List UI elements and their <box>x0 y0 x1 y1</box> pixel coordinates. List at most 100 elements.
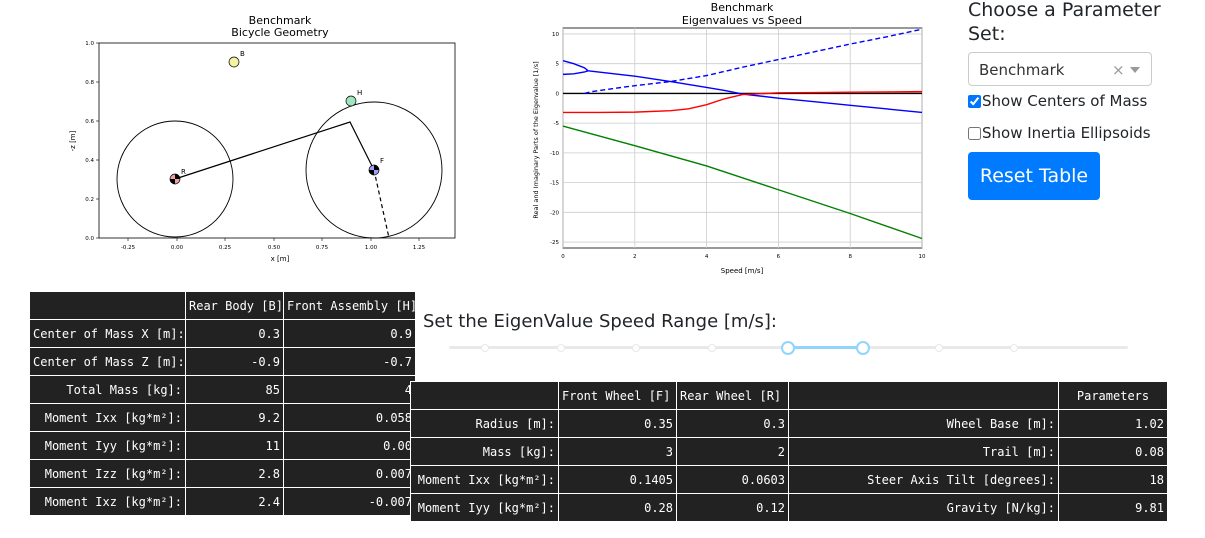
slider-mark[interactable] <box>481 344 489 352</box>
table-header-cell <box>410 381 559 410</box>
table-cell[interactable]: -0.007 <box>283 487 416 516</box>
eigen-xtick-labels: 0 2 4 6 8 10 <box>561 254 926 260</box>
table-row: Moment Ixx [kg*m²]: 9.2 0.058 <box>29 403 416 432</box>
slider-mark[interactable] <box>557 344 565 352</box>
eigen-xtick-label: 8 <box>848 254 852 260</box>
table-header-cell: Parameters <box>1058 381 1168 410</box>
table-cell[interactable]: 2.8 <box>185 459 284 488</box>
row-label: Moment Ixz [kg*m²]: <box>29 487 186 516</box>
table-cell[interactable]: -0.9 <box>185 347 284 376</box>
table-cell[interactable]: 0.007 <box>283 459 416 488</box>
table-cell[interactable]: 0.35 <box>558 409 677 438</box>
table-row: Center of Mass X [m]: 0.3 0.9 <box>29 319 416 348</box>
series-line-caster <box>562 125 923 240</box>
geometry-xtick-label: 0.25 <box>219 245 232 251</box>
table-cell[interactable]: 11 <box>185 431 284 460</box>
table-row: Gravity [N/kg]: 9.81 <box>788 493 1168 522</box>
geometry-xtick-label: 1.25 <box>413 245 426 251</box>
table-cell[interactable]: 0.9 <box>283 319 416 348</box>
speed-range-label: Set the EigenValue Speed Range [m/s]: <box>423 311 777 332</box>
parameter-set-select[interactable]: Benchmark × <box>968 52 1152 86</box>
geometry-xtick-label: 1.00 <box>365 245 378 251</box>
table-cell[interactable]: 0.3 <box>185 319 284 348</box>
geometry-ytick-label: 0.2 <box>85 197 94 203</box>
geometry-xtick-label: 0.00 <box>171 245 184 251</box>
table-cell[interactable]: 0.0603 <box>676 465 789 494</box>
row-label: Total Mass [kg]: <box>29 375 186 404</box>
table-row: Mass [kg]: 3 2 <box>410 437 789 466</box>
table-cell[interactable]: 9.2 <box>185 403 284 432</box>
table-header-row: Parameters <box>788 381 1168 410</box>
reset-table-button[interactable]: Reset Table <box>968 152 1100 200</box>
eigen-xtick-label: 6 <box>777 254 781 260</box>
front-assembly-label: H <box>357 89 362 97</box>
slider-mark[interactable] <box>1010 344 1018 352</box>
geometry-y-ticks: 0.0 0.2 0.4 0.6 0.8 1.0 <box>85 41 99 242</box>
row-label: Gravity [N/kg]: <box>788 493 1059 522</box>
series-line-capsize-branch <box>562 70 589 76</box>
geometry-ytick-label: 1.0 <box>85 41 94 47</box>
row-label: Wheel Base [m]: <box>788 409 1059 438</box>
table-cell[interactable]: 0.058 <box>283 403 416 432</box>
chevron-down-icon[interactable] <box>1130 67 1140 73</box>
slider-mark[interactable] <box>935 344 943 352</box>
wheel-parameters-table: Front Wheel [F] Rear Wheel [R] Radius [m… <box>410 381 789 522</box>
geometry-axes-frame <box>98 42 456 239</box>
table-cell[interactable]: -0.7 <box>283 347 416 376</box>
table-cell[interactable]: 0.00 <box>283 431 416 460</box>
table-cell[interactable]: 4 <box>283 375 416 404</box>
table-row: Moment Iyy [kg*m²]: 11 0.00 <box>29 431 416 460</box>
table-cell[interactable]: 18 <box>1058 465 1168 494</box>
geometry-title-line1: Benchmark <box>249 14 312 27</box>
rear-body-label: B <box>240 50 245 58</box>
frame-line <box>174 121 375 180</box>
show-inertia-ellipsoids-checkbox[interactable] <box>968 126 981 140</box>
slider-handle-min[interactable] <box>781 341 795 355</box>
clear-icon[interactable]: × <box>1112 61 1125 79</box>
table-header-cell: Front Assembly [H] <box>283 291 416 320</box>
row-label: Moment Ixx [kg*m²]: <box>29 403 186 432</box>
table-cell[interactable]: 0.28 <box>558 493 677 522</box>
geometry-xtick-label: 0.75 <box>316 245 329 251</box>
show-inertia-ellipsoids-option[interactable]: Show Inertia Ellipsoids <box>968 124 1151 142</box>
front-wheel-circle <box>305 101 443 239</box>
show-centers-of-mass-option[interactable]: Show Centers of Mass <box>968 92 1147 110</box>
show-centers-of-mass-checkbox[interactable] <box>968 94 981 108</box>
table-cell[interactable]: 0.12 <box>676 493 789 522</box>
table-header-cell: Rear Wheel [R] <box>676 381 789 410</box>
table-row: Wheel Base [m]: 1.02 <box>788 409 1168 438</box>
table-cell[interactable]: 0.1405 <box>558 465 677 494</box>
row-label: Moment Iyy [kg*m²]: <box>410 493 559 522</box>
table-row: Center of Mass Z [m]: -0.9 -0.7 <box>29 347 416 376</box>
table-row: Moment Ixx [kg*m²]: 0.1405 0.0603 <box>410 465 789 494</box>
table-cell[interactable]: 2 <box>676 437 789 466</box>
rear-wheel-circle <box>116 120 234 238</box>
speed-range-slider-selection[interactable] <box>788 346 863 349</box>
eigen-xlabel: Speed [m/s] <box>721 267 764 275</box>
table-header-cell: Rear Body [B] <box>185 291 284 320</box>
eigen-subtitle: Eigenvalues vs Speed <box>682 14 802 27</box>
table-cell[interactable]: 0.08 <box>1058 437 1168 466</box>
table-cell[interactable]: 2.4 <box>185 487 284 516</box>
table-cell[interactable]: 3 <box>558 437 677 466</box>
table-row: Moment Izz [kg*m²]: 2.8 0.007 <box>29 459 416 488</box>
geometry-ytick-label: 0.6 <box>85 119 94 125</box>
slider-handle-max[interactable] <box>856 341 870 355</box>
geometry-ytick-label: 0.0 <box>85 236 94 242</box>
rear-body-com-marker: B <box>228 50 245 68</box>
eigen-ytick-label: -10 <box>550 151 559 157</box>
table-cell[interactable]: 85 <box>185 375 284 404</box>
show-inertia-ellipsoids-label: Show Inertia Ellipsoids <box>982 124 1151 142</box>
slider-mark[interactable] <box>708 344 716 352</box>
table-cell[interactable]: 1.02 <box>1058 409 1168 438</box>
row-label: Center of Mass X [m]: <box>29 319 186 348</box>
slider-mark[interactable] <box>632 344 640 352</box>
show-centers-of-mass-label: Show Centers of Mass <box>982 92 1148 110</box>
row-label: Moment Izz [kg*m²]: <box>29 459 186 488</box>
table-cell[interactable]: 9.81 <box>1058 493 1168 522</box>
front-wheel-label: F <box>380 157 384 165</box>
series-line-capsize <box>563 90 923 114</box>
eigen-ytick-label: 10 <box>552 32 559 38</box>
table-cell[interactable]: 0.3 <box>676 409 789 438</box>
table-header-cell <box>788 381 1059 410</box>
